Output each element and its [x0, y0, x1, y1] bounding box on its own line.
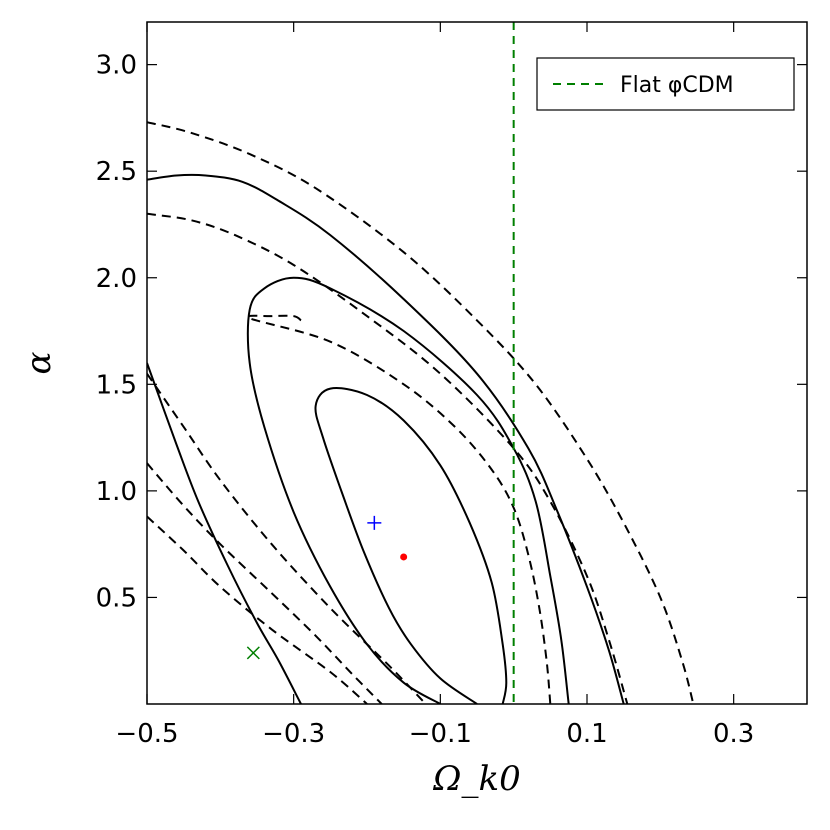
solid-contour-3-sigma — [147, 362, 302, 704]
x-tick-label: 0.1 — [566, 719, 607, 749]
y-tick-label: 2.5 — [96, 157, 137, 187]
legend-label-flat-phicdm: Flat φCDM — [620, 73, 734, 98]
dashed-contour-1-sigma-lower — [147, 515, 368, 704]
x-tick-label: −0.3 — [262, 719, 325, 749]
y-tick-label: 1.5 — [96, 370, 137, 400]
dashed-contour-1-sigma — [246, 314, 552, 704]
tick-layer — [146, 22, 807, 704]
legend-box — [536, 57, 795, 111]
dashed-contour-3-sigma — [147, 121, 695, 704]
y-tick-label: 2.0 — [96, 264, 137, 294]
marker-plus — [367, 515, 382, 530]
y-axis-title: α — [19, 351, 59, 374]
y-tick-label: 3.0 — [96, 51, 137, 81]
x-tick-label: 0.3 — [713, 719, 754, 749]
solid-contour-3-sigma-upper — [147, 173, 625, 704]
tick-label-layer: −0.5 −0.3 −0.1 0.1 0.3 0.5 1.0 1.5 2.0 2.5 3.0 — [96, 51, 755, 749]
y-tick-label: 1.0 — [96, 477, 137, 507]
solid-contour-2-sigma — [246, 276, 570, 704]
x-tick-label: −0.1 — [409, 719, 472, 749]
solid-contour-1-sigma — [314, 387, 508, 704]
contour-layer — [147, 121, 695, 704]
x-tick-label: −0.5 — [115, 719, 178, 749]
plot-frame — [146, 21, 808, 705]
marker-best-fit — [400, 553, 408, 561]
marker-cross — [246, 646, 260, 660]
marker-layer — [246, 515, 408, 660]
x-axis-title: Ω_k0 — [432, 759, 520, 799]
y-tick-label: 0.5 — [96, 583, 137, 613]
dashed-contour-2-sigma — [147, 212, 629, 704]
dashed-contour-3-sigma-lower — [147, 373, 427, 704]
dashed-contour-2-sigma-lower — [147, 462, 383, 704]
legend: Flat φCDM — [536, 57, 795, 111]
